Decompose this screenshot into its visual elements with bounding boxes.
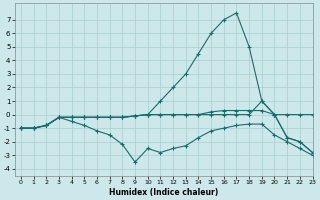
X-axis label: Humidex (Indice chaleur): Humidex (Indice chaleur) bbox=[109, 188, 218, 197]
